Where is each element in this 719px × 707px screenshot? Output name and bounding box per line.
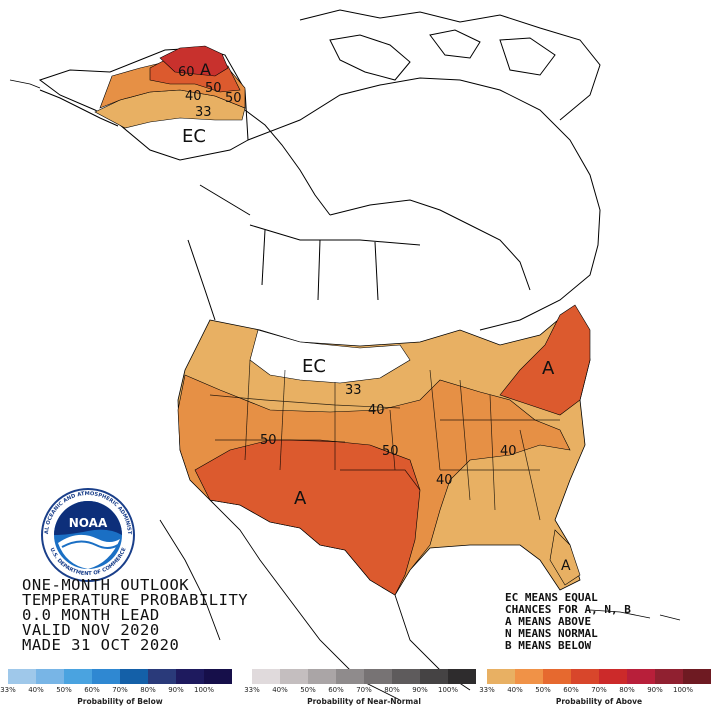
scale-tick-label: 50% [300, 686, 316, 694]
scale-swatch [308, 669, 336, 684]
scale-swatch [487, 669, 515, 684]
scale-tick-label: 40% [272, 686, 288, 694]
scale-tick-label: 100% [672, 686, 694, 694]
scale-swatch [392, 669, 420, 684]
label-conus-50-west: 50 [260, 433, 277, 448]
scale-ticks-1: 33% 40% 50% 60% 70% 80% 90% 100% [244, 686, 476, 696]
scale-ticks-2: 33% 40% 50% 60% 70% 80% 90% 100% [479, 686, 711, 696]
noaa-logo-text: NOAA [69, 516, 108, 530]
scale-tick-label: 90% [647, 686, 663, 694]
label-alaska-50: 50 [205, 81, 222, 96]
title-line-3: 0.0 MONTH LEAD [22, 606, 160, 624]
outlook-title-block: ONE-MONTH OUTLOOK TEMPERATURE PROBABILIT… [22, 576, 249, 654]
scale-bar-1 [252, 669, 476, 684]
scale-swatch [515, 669, 543, 684]
conus-above-50-southwest [194, 439, 421, 596]
scale-swatch [627, 669, 655, 684]
scale-tick-label: 50% [535, 686, 551, 694]
scale-tick-label: 60% [84, 686, 100, 694]
title-line-5: MADE 31 OCT 2020 [22, 636, 180, 654]
scale-bar-0 [8, 669, 232, 684]
label-alaska-33: 33 [195, 105, 212, 120]
label-conus-40-east: 40 [500, 444, 517, 459]
title-line-1: ONE-MONTH OUTLOOK [22, 576, 190, 594]
scale-swatch [599, 669, 627, 684]
map-labels: 60 A 50 40 50 33 EC EC 33 40 50 50 40 40… [178, 60, 571, 574]
scale-swatch [683, 669, 711, 684]
scale-swatch [420, 669, 448, 684]
scale-swatch [448, 669, 476, 684]
scale-caption: Probability of Below [77, 697, 163, 706]
state-borders [209, 359, 560, 521]
legend-line-3: A MEANS ABOVE [505, 615, 592, 628]
legend-line-5: B MEANS BELOW [505, 639, 592, 652]
scale-swatch [176, 669, 204, 684]
scale-tick-label: 90% [412, 686, 428, 694]
canada-outline [187, 9, 601, 331]
noaa-logo: NOAA NATIONAL OCEANIC AND ATMOSPHERIC AD… [41, 488, 135, 582]
title-line-4: VALID NOV 2020 [22, 621, 160, 639]
scale-caption: Probability of Above [555, 697, 643, 706]
caribbean-outline [589, 609, 681, 621]
legend-line-1: EC MEANS EQUAL [505, 591, 598, 604]
scale-tick-label: 33% [244, 686, 260, 694]
label-southwest-a: A [294, 488, 307, 509]
scale-swatch [571, 669, 599, 684]
scale-swatch [64, 669, 92, 684]
label-alaska-50b: 50 [225, 91, 242, 106]
scale-tick-label: 60% [563, 686, 579, 694]
title-line-2: TEMPERATURE PROBABILITY [22, 591, 249, 609]
scale-tick-label: 50% [56, 686, 72, 694]
scale-tick-label: 60% [328, 686, 344, 694]
scale-tick-label: 70% [356, 686, 372, 694]
scale-swatch [655, 669, 683, 684]
legend-explanation: EC MEANS EQUAL CHANCES FOR A, N, B A MEA… [505, 592, 631, 652]
scale-tick-label: 100% [437, 686, 459, 694]
label-conus-33: 33 [345, 383, 362, 398]
scale-tick-label: 40% [507, 686, 523, 694]
scale-swatch [148, 669, 176, 684]
scale-tick-label: 80% [140, 686, 156, 694]
scale-tick-label: 80% [619, 686, 635, 694]
legend-line-4: N MEANS NORMAL [505, 627, 598, 640]
scale-swatch [120, 669, 148, 684]
scale-ticks-0: 33% 40% 50% 60% 70% 80% 90% 100% [0, 686, 232, 696]
label-conus-50-east: 50 [382, 444, 399, 459]
scale-bar-2 [487, 669, 711, 684]
scale-tick-label: 90% [168, 686, 184, 694]
scale-tick-label: 70% [112, 686, 128, 694]
alaska-above-60-band [159, 45, 229, 77]
conus-region [177, 304, 591, 596]
scale-caption: Probability of Near-Normal [307, 697, 421, 706]
label-conus-40: 40 [368, 403, 385, 418]
conus-ec-area [249, 329, 411, 384]
scale-swatch [252, 669, 280, 684]
alaska-region [9, 45, 249, 161]
scale-swatch [204, 669, 232, 684]
scale-tick-label: 33% [479, 686, 495, 694]
label-conus-ec: EC [302, 356, 326, 377]
scale-tick-label: 40% [28, 686, 44, 694]
scale-swatch [92, 669, 120, 684]
scale-swatch [280, 669, 308, 684]
label-alaska-ec: EC [182, 126, 206, 147]
label-northeast-a: A [542, 358, 555, 379]
label-alaska-40: 40 [185, 89, 202, 104]
label-conus-40-southeast: 40 [436, 473, 453, 488]
scale-swatch [364, 669, 392, 684]
label-alaska-60: 60 [178, 65, 195, 80]
scale-swatch [8, 669, 36, 684]
scale-swatch [543, 669, 571, 684]
scale-tick-label: 80% [384, 686, 400, 694]
scale-swatch [36, 669, 64, 684]
scale-tick-label: 33% [0, 686, 16, 694]
legend-line-2: CHANCES FOR A, N, B [505, 603, 631, 616]
scale-tick-label: 70% [591, 686, 607, 694]
scale-tick-label: 100% [193, 686, 215, 694]
conus-above-50-northeast [499, 304, 591, 416]
label-florida-a: A [561, 558, 571, 574]
scale-swatch [336, 669, 364, 684]
label-alaska-a: A [200, 60, 211, 79]
